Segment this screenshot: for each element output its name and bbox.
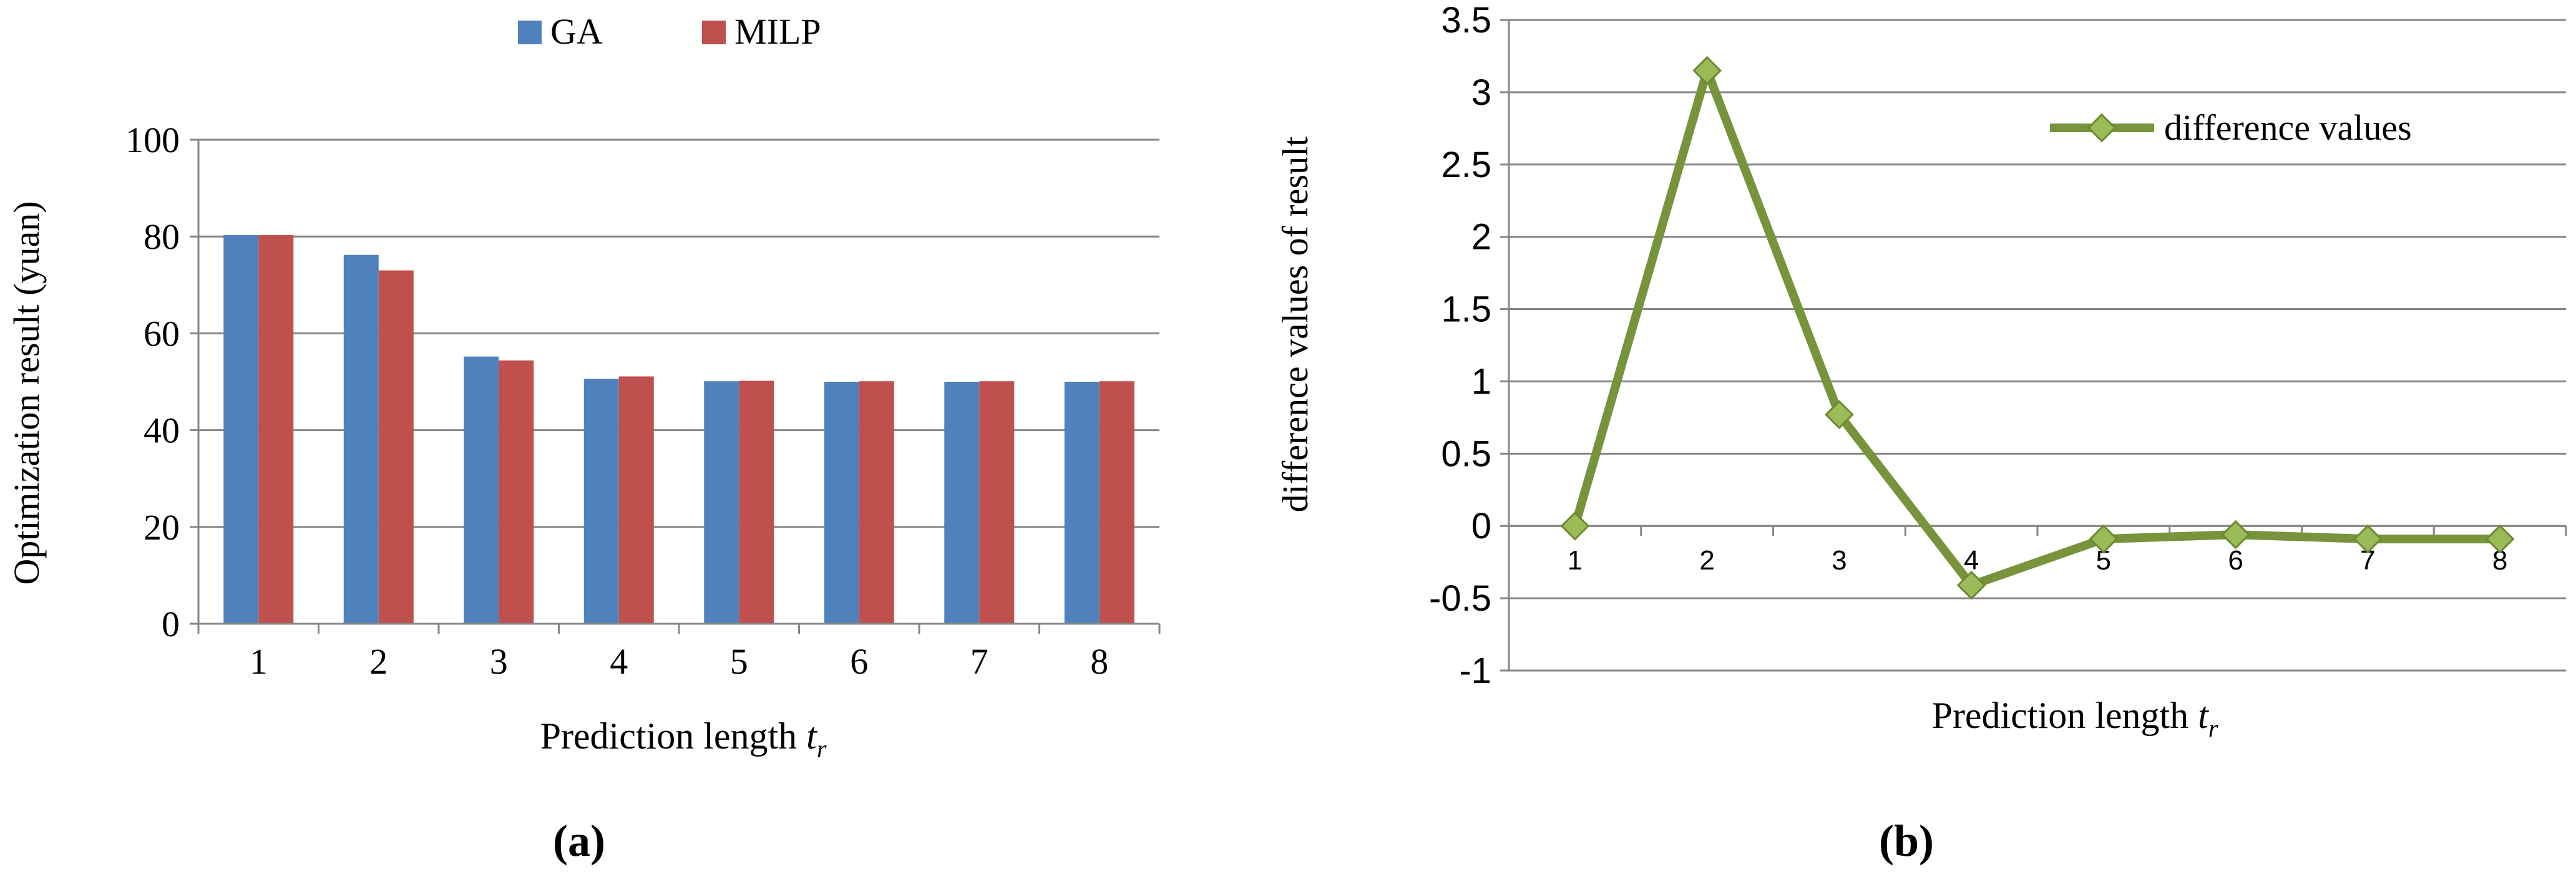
a-bar-ga-7 (944, 382, 980, 624)
b-marker-6 (2221, 520, 2250, 550)
b-x-axis-label: Prediction length tr (1932, 695, 2218, 742)
b-y-tick-label: 1.5 (1441, 289, 1491, 330)
b-x-tick-label: 2 (1699, 545, 1714, 576)
b-legend-marker (2087, 113, 2117, 143)
b-marker-4 (1956, 570, 1986, 600)
a-x-tick-label: 1 (250, 641, 268, 682)
a-y-tick-label: 0 (162, 604, 180, 644)
a-bar-milp-5 (739, 380, 774, 624)
a-gridlines (198, 138, 1159, 528)
a-bar-milp-2 (378, 270, 414, 624)
b-marker-8 (2485, 524, 2515, 554)
b-x-axis-label-text: Prediction length (1932, 695, 2189, 736)
a-y-tick-label: 80 (144, 216, 180, 257)
b-y-tick-label: 0.5 (1441, 434, 1491, 474)
a-bar-milp-4 (618, 376, 654, 624)
b-y-tick-labels: -1 -0.5 0 0.5 1 1.5 2 2.5 3 3.5 (1429, 0, 1509, 691)
b-markers (1560, 56, 2515, 600)
b-x-tick-label: 3 (1832, 545, 1847, 576)
a-x-tick-label: 2 (369, 641, 388, 682)
a-axes (197, 140, 1159, 625)
b-y-tick-label: 2 (1471, 217, 1491, 258)
a-legend-label-ga: GA (550, 11, 603, 52)
b-marker-1 (1560, 511, 1590, 541)
a-bar-ga-4 (583, 379, 619, 624)
a-legend: GA MILP (518, 11, 821, 52)
panel-a-bar-chart: 0 20 40 60 80 100 1 2 3 4 5 6 7 8 GA MILP Optimizati… (6, 11, 1161, 866)
b-x-tick-label: 6 (2228, 545, 2243, 576)
a-x-axis-label: Prediction length tr (540, 715, 827, 763)
b-x-tick-label: 1 (1568, 545, 1583, 576)
a-bar-milp-3 (499, 360, 534, 624)
a-x-tick-label: 3 (490, 641, 508, 682)
a-panel-label: (a) (553, 816, 605, 866)
a-x-tick-label: 8 (1090, 641, 1108, 682)
a-x-axis-label-text: Prediction length (540, 715, 798, 757)
a-y-tick-label: 60 (144, 313, 180, 354)
b-y-tick-label: 1 (1471, 361, 1491, 402)
a-x-tick-labels: 1 2 3 4 5 6 7 8 (197, 624, 1161, 682)
b-y-tick-label: -0.5 (1429, 578, 1491, 619)
b-legend: difference values (2050, 107, 2412, 148)
a-bar-ga-2 (343, 254, 379, 624)
a-legend-swatch-ga (518, 21, 542, 44)
b-y-tick-label: 0 (1471, 506, 1491, 546)
b-y-tick-label: 3 (1471, 72, 1491, 113)
b-y-axis-label: difference values of result (1275, 137, 1315, 513)
b-panel-label: (b) (1879, 816, 1934, 866)
b-marker-2 (1692, 56, 1722, 85)
a-legend-label-milp: MILP (734, 11, 821, 52)
a-x-axis-label-var: t (806, 715, 817, 757)
a-bar-milp-8 (1099, 381, 1134, 624)
a-x-tick-label: 6 (850, 641, 868, 682)
a-bar-ga-5 (704, 381, 739, 624)
a-bar-milp-1 (258, 235, 294, 624)
a-bar-milp-6 (859, 381, 894, 624)
a-y-axis-label: Optimization result (yuan) (6, 201, 47, 584)
b-legend-label: difference values (2164, 107, 2412, 148)
a-bar-ga-1 (223, 235, 259, 624)
a-x-tick-label: 7 (970, 641, 988, 682)
a-x-tick-label: 4 (610, 641, 628, 682)
b-x-axis-label-var: t (2198, 695, 2209, 736)
a-y-tick-label: 20 (144, 507, 180, 548)
b-y-tick-label: 2.5 (1441, 145, 1491, 185)
b-y-tick-label: -1 (1459, 651, 1491, 691)
a-bar-ga-8 (1064, 382, 1100, 624)
a-bars (223, 235, 1134, 624)
a-bar-ga-3 (464, 356, 499, 624)
b-marker-5 (2089, 524, 2119, 554)
a-bar-ga-6 (824, 382, 859, 624)
a-bar-milp-7 (979, 381, 1015, 624)
a-legend-swatch-milp (702, 21, 726, 44)
a-y-tick-label: 100 (125, 120, 180, 160)
b-x-axis-label-sub: r (2208, 714, 2218, 742)
a-y-tick-labels: 0 20 40 60 80 100 (125, 120, 198, 644)
a-x-axis-label-sub: r (817, 735, 827, 763)
b-y-tick-label: 3.5 (1441, 0, 1491, 41)
b-marker-3 (1825, 400, 1854, 430)
a-x-tick-label: 5 (730, 641, 748, 682)
a-y-tick-label: 40 (144, 410, 180, 451)
b-marker-7 (2353, 524, 2383, 554)
b-series-line (1571, 66, 2500, 590)
